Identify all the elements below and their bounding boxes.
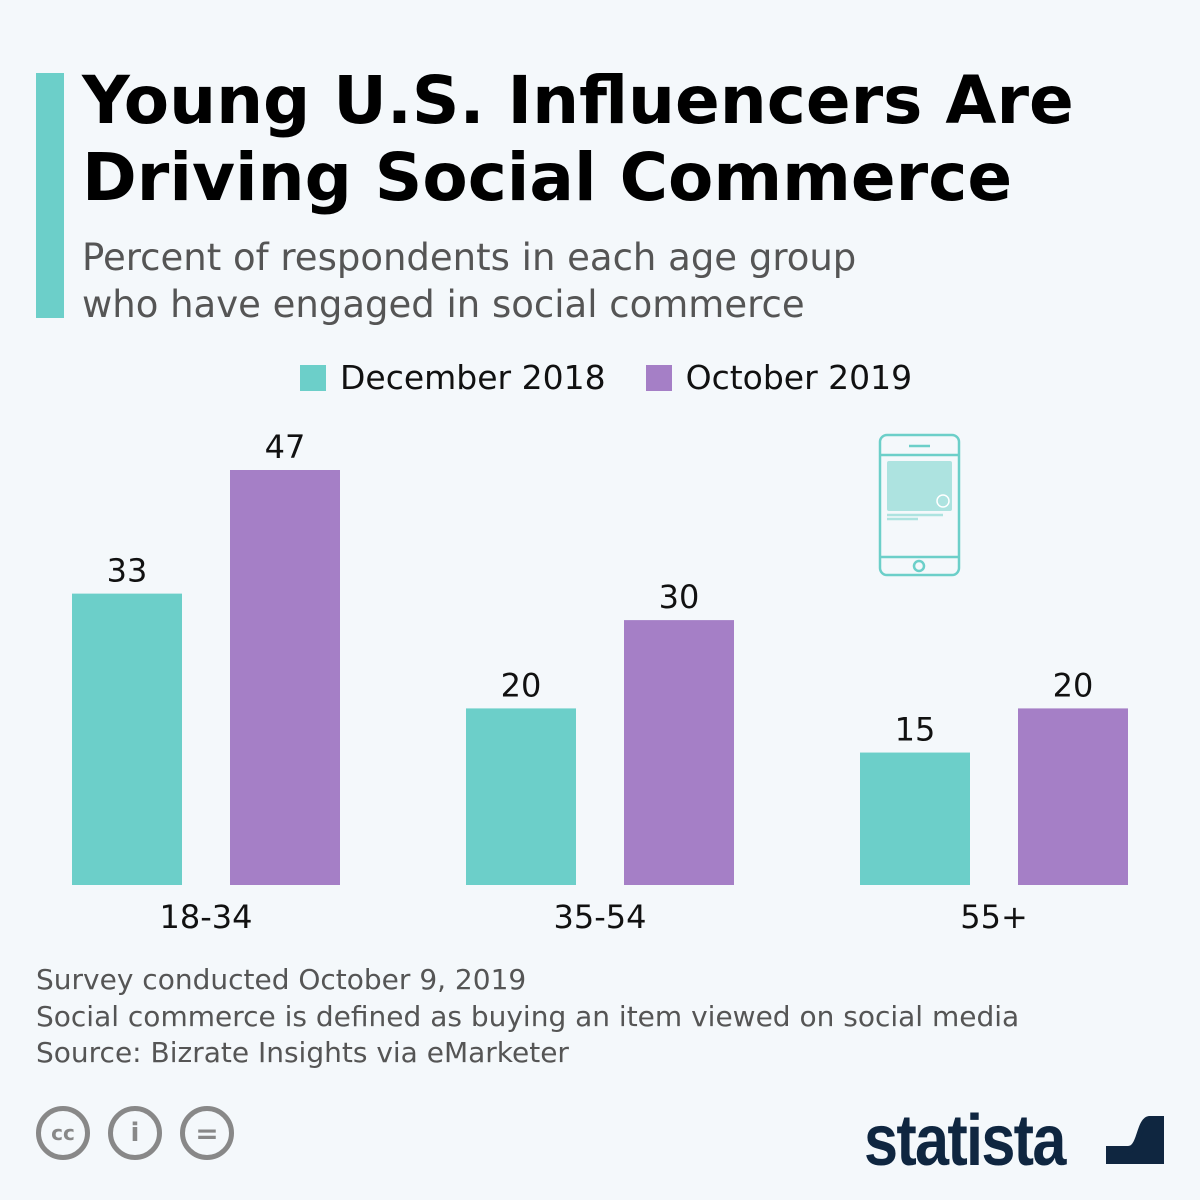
data-label: 33 — [107, 552, 148, 590]
bar-chart: 33 47 18-34 20 30 35-54 15 20 55+ — [72, 428, 1128, 936]
legend-swatch — [300, 364, 326, 391]
data-label: 20 — [1053, 666, 1094, 704]
chart-title: Young U.S. Influencers Are Driving Social… — [82, 62, 1074, 216]
definition-note: Social commerce is defined as buying an … — [36, 999, 1020, 1033]
legend-item-oct-2019: October 2019 — [645, 358, 912, 397]
smartphone-with-dollar-icon — [878, 433, 961, 577]
bar-55+-october-2019 — [1018, 708, 1128, 885]
data-label: 47 — [265, 428, 306, 466]
attribution-icon[interactable]: i — [108, 1106, 162, 1160]
no-derivatives-icon[interactable]: = — [180, 1106, 234, 1160]
x-tick-label: 35-54 — [554, 898, 647, 936]
x-tick-label: 18-34 — [160, 898, 253, 936]
data-label: 30 — [659, 578, 700, 616]
source-note: Source: Bizrate Insights via eMarketer — [36, 1036, 569, 1069]
legend-item-dec-2018: December 2018 — [300, 358, 606, 397]
accent-bar — [36, 73, 64, 318]
x-tick-label: 55+ — [960, 898, 1028, 936]
chart-subtitle: Percent of respondents in each age group… — [82, 236, 857, 326]
bar-35-54-december-2018 — [466, 708, 576, 885]
footer-notes: Survey conducted October 9, 2019 Social … — [36, 962, 1019, 1072]
data-label: 20 — [501, 666, 542, 704]
bar-55+-december-2018 — [860, 752, 970, 885]
data-label: 15 — [895, 711, 936, 749]
cc-icon[interactable]: cc — [36, 1106, 90, 1160]
bar-35-54-october-2019 — [624, 620, 734, 885]
legend: December 2018 October 2019 — [300, 358, 952, 397]
statista-logo-mark-icon — [1106, 1106, 1164, 1164]
bar-18-34-october-2019 — [230, 470, 340, 885]
bar-18-34-december-2018 — [72, 593, 182, 885]
survey-note: Survey conducted October 9, 2019 — [36, 963, 527, 996]
legend-swatch — [645, 364, 672, 391]
statista-logo[interactable]: statista — [864, 1101, 1066, 1181]
